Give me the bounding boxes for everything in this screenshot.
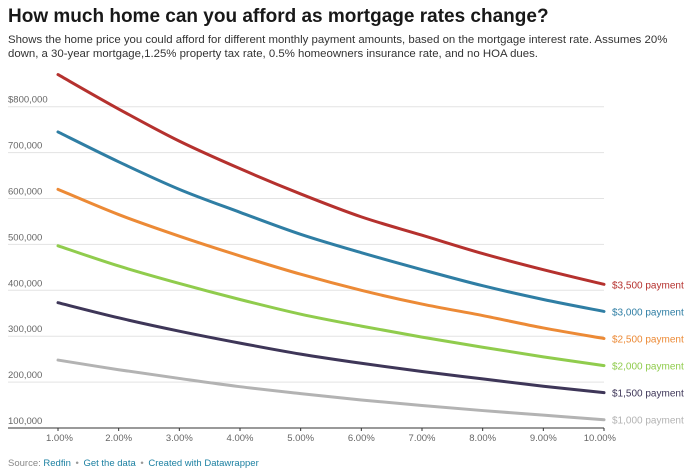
get-data-link[interactable]: Get the data [83,458,136,469]
y-axis-ticks: 100,000 200,000 300,000 400,000 500,000 600,0… [8,95,48,427]
y-tick-label: 100,000 [8,416,42,427]
chart-subtitle: Shows the home price you could afford fo… [8,34,668,60]
series-lines [56,73,606,422]
x-tick-label: 4.00% [227,433,254,444]
y-tick-label: 500,000 [8,232,42,243]
grid-lines [8,106,604,429]
y-tick-label: 600,000 [8,187,42,198]
chart-footer: Source: Redfin • Get the data • Created … [8,458,259,469]
series-label: $1,500 payment [612,389,684,400]
x-tick-label: 2.00% [105,433,132,444]
source-link[interactable]: Redfin [43,458,71,469]
series-label: $2,000 payment [612,362,684,373]
y-tick-label: 400,000 [8,278,42,289]
footer-separator: • [140,458,144,469]
x-tick-label: 9.00% [530,433,557,444]
x-tick-label: 10.00% [584,433,617,444]
series-line-1 [56,130,606,313]
chart-title: How much home can you afford as mortgage… [8,6,549,27]
series-line-2 [56,187,606,340]
series-label: $2,500 payment [612,335,684,346]
x-tick-label: 1.00% [46,433,73,444]
series-line-4 [56,301,606,395]
series-line-5 [56,358,606,422]
x-tick-label: 8.00% [469,433,496,444]
series-line-0 [56,73,606,286]
y-tick-label: $800,000 [8,95,48,106]
series-labels: $3,500 payment $3,000 payment $2,500 payme… [612,280,684,426]
y-tick-label: 700,000 [8,141,42,152]
y-tick-label: 300,000 [8,324,42,335]
x-tick-label: 5.00% [287,433,314,444]
series-line-3 [56,244,606,368]
footer-separator: • [75,458,79,469]
x-tick-label: 6.00% [348,433,375,444]
series-label: $3,000 payment [612,307,684,318]
x-axis-ticks: 1.00% 2.00% 3.00% 4.00% 5.00% 6.00% 7.00% 8.00%… [46,428,617,444]
source-prefix: Source: [8,458,41,469]
y-tick-label: 200,000 [8,370,42,381]
series-label: $3,500 payment [612,280,684,291]
datawrapper-link[interactable]: Created with Datawrapper [148,458,259,469]
series-label: $1,000 payment [612,416,684,427]
x-tick-label: 3.00% [166,433,193,444]
x-tick-label: 7.00% [409,433,436,444]
